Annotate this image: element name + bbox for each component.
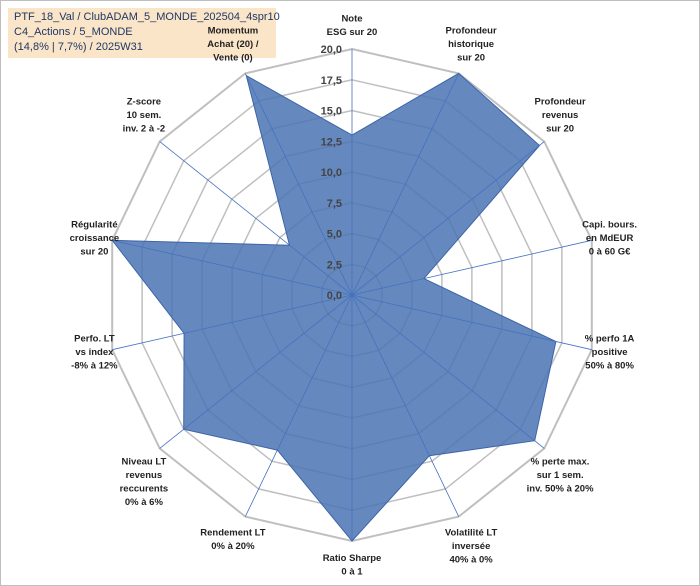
portfolio-stats: (14,8% | 7,7%) / 2025W31 — [14, 41, 143, 53]
axis-label-line: 40% à 0% — [449, 555, 493, 566]
axis-label: Capi. bours. en MdEUR 0 à 60 G€ — [582, 220, 637, 258]
radial-tick-label: 7,5 — [327, 198, 342, 210]
axis-label-line: croissance — [70, 233, 120, 244]
axis-spoke-overlay — [289, 244, 353, 296]
axis-label-line: ESG sur 20 — [327, 27, 378, 38]
axis-label: Régularité croissance sur 20 — [70, 220, 120, 258]
radial-tick-label: 2,5 — [327, 259, 342, 271]
axis-label: Profondeur revenus sur 20 — [534, 96, 585, 134]
axis-label-line: 50% à 80% — [585, 361, 634, 372]
portfolio-category: C4_Actions / 5_MONDE — [14, 26, 133, 38]
axis-label-line: revenus — [126, 470, 162, 481]
axis-label: Note ESG sur 20 — [327, 14, 378, 39]
axis-label: Ratio Sharpe 0 à 1 — [323, 553, 382, 578]
axis-label-line: Profondeur — [534, 96, 585, 107]
axis-label-line: Achat (20) / — [207, 39, 259, 50]
axis-label-line: 0 à 60 G€ — [589, 247, 631, 258]
axis-label: Niveau LT revenus reccurents 0% à 6% — [120, 457, 169, 509]
axis-label-line: historique — [448, 39, 494, 50]
axis-label-line: sur 20 — [457, 52, 485, 63]
axis-spoke-overlay — [351, 294, 535, 441]
axis-spoke-overlay — [277, 294, 353, 451]
portfolio-info-box: PTF_18_Val / ClubADAM_5_MONDE_202504_4sp… — [8, 8, 280, 58]
axis-spoke-overlay — [351, 73, 459, 296]
axis-label-line: inv. 50% à 20% — [527, 484, 594, 495]
axis-label: Rendement LT 0% à 20% — [200, 528, 265, 553]
axis-label-line: Régularité — [71, 220, 117, 231]
axis-label-line: Profondeur — [445, 25, 496, 36]
radial-tick-label: 10,0 — [321, 167, 342, 179]
axis-label-line: inversée — [452, 541, 491, 552]
axis-spoke-overlay — [351, 294, 556, 342]
axis-label-line: sur 20 — [80, 247, 108, 258]
axis-label-line: inv. 2 à -2 — [123, 123, 166, 134]
radial-tick-label: 0,0 — [327, 290, 342, 302]
radial-tick-label: 20,0 — [321, 44, 342, 56]
axis-label-line: Vente (0) — [213, 52, 253, 63]
radial-tick-label: 12,5 — [321, 136, 342, 148]
axis-label-line: Volatilité LT — [445, 528, 498, 539]
axis-spoke-overlay — [351, 294, 430, 456]
axis-label-line: Note — [341, 14, 362, 25]
axis-label-line: Niveau LT — [122, 457, 167, 468]
axis-label-line: sur 20 — [546, 123, 574, 134]
axis-label-line: Perfo. LT — [74, 334, 115, 345]
axis-label-line: 0 à 1 — [341, 567, 363, 578]
axis-label: % perte max. sur 1 sem. inv. 50% à 20% — [527, 457, 594, 495]
axis-label: % perfo 1A positive 50% à 80% — [585, 334, 635, 372]
axis-label-line: Ratio Sharpe — [323, 553, 382, 564]
radial-tick-label: 5,0 — [327, 229, 342, 241]
axis-label-line: positive — [592, 347, 628, 358]
axis-spoke-overlay — [183, 294, 353, 430]
axis-label: Profondeur historique sur 20 — [445, 25, 496, 63]
axis-label-line: 0% à 6% — [125, 497, 164, 508]
axis-spoke-overlay — [351, 145, 540, 296]
portfolio-title: PTF_18_Val / ClubADAM_5_MONDE_202504_4sp… — [14, 11, 280, 23]
axis-label: Perfo. LT vs index -8% à 12% — [71, 334, 118, 372]
axis-label-line: Momentum — [208, 25, 259, 36]
axis-spoke-overlay — [351, 278, 424, 296]
axis-label-line: revenus — [542, 110, 578, 121]
axis-label-line: 10 sem. — [126, 110, 161, 121]
axis-label: Momentum Achat (20) / Vente (0) — [207, 25, 259, 63]
axis-label-line: -8% à 12% — [71, 361, 118, 372]
axis-label-line: Rendement LT — [200, 528, 265, 539]
axis-label-line: reccurents — [120, 484, 169, 495]
axis-label-line: Capi. bours. — [582, 220, 637, 231]
axis-label-line: en MdEUR — [586, 233, 634, 244]
axis-label-line: % perfo 1A — [585, 334, 635, 345]
axis-spoke-overlay — [246, 75, 353, 296]
axis-label: Z-score 10 sem. inv. 2 à -2 — [123, 96, 166, 134]
axis-label-line: Z-score — [127, 96, 161, 107]
axis-spoke-overlay — [184, 294, 353, 334]
axis-label: Volatilité LT inversée 40% à 0% — [445, 528, 498, 566]
axis-label-line: sur 1 sem. — [537, 470, 584, 481]
radial-tick-label: 15,0 — [321, 106, 342, 118]
axis-label-line: 0% à 20% — [211, 541, 255, 552]
radial-tick-label: 17,5 — [321, 75, 342, 87]
axis-label-line: % perte max. — [531, 457, 590, 468]
axis-spoke-overlay — [112, 240, 353, 296]
axis-label-line: vs index — [75, 347, 114, 358]
